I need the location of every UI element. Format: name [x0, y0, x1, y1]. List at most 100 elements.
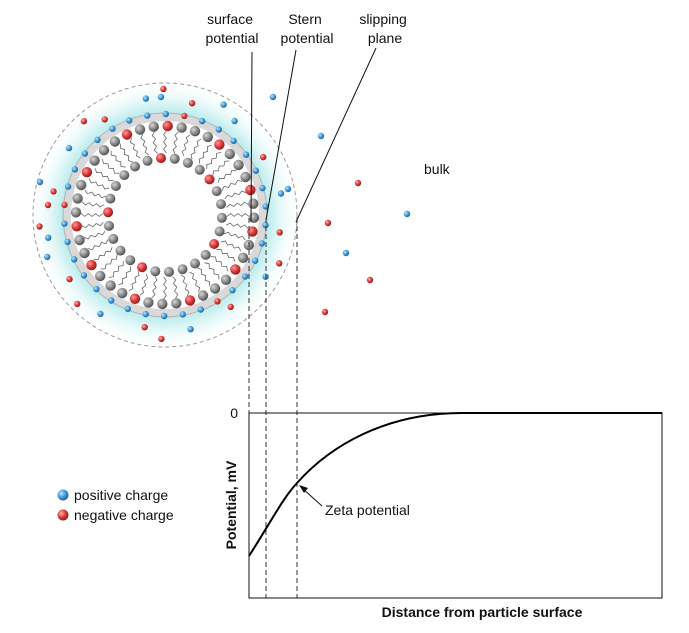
lipid-tail	[80, 213, 104, 217]
negative-lipid-head	[214, 139, 225, 150]
lipid-tails	[80, 130, 250, 300]
positive-ion	[157, 93, 165, 101]
positive-ion	[65, 144, 73, 152]
positive-ion	[124, 305, 131, 313]
outer-lipid-heads	[70, 120, 260, 310]
lipid-tail	[151, 276, 158, 299]
positive-ion	[126, 117, 133, 124]
positive-ion	[199, 117, 206, 125]
lipid-tail	[108, 260, 124, 278]
zeta-arrow-head	[299, 485, 308, 493]
positive-ion	[44, 253, 51, 261]
negative-ion	[36, 223, 43, 230]
negative-ion	[181, 112, 188, 120]
positive-ion	[197, 306, 204, 313]
lipid-tail	[100, 254, 118, 270]
lipid-tail	[129, 137, 141, 159]
negative-lipid-head	[81, 167, 93, 178]
positive-ion	[342, 249, 350, 257]
lipid-tail	[217, 169, 237, 183]
lipid-tail	[224, 190, 247, 200]
lipid-tail	[189, 271, 201, 293]
neutral-lipid-head	[240, 171, 251, 183]
negative-lipid-head	[86, 259, 97, 271]
lipid-tail	[216, 248, 236, 262]
positive-ion	[230, 137, 237, 145]
negative-lipid-head	[184, 295, 196, 306]
neutral-lipid-head	[125, 255, 136, 266]
negative-lipid-head	[129, 293, 141, 304]
positive-ion	[262, 203, 269, 210]
positive-ion	[71, 166, 79, 173]
lipid-tail	[118, 266, 132, 286]
legend: positive charge negative charge	[57, 487, 174, 523]
neutral-lipid-head	[150, 266, 161, 277]
positive-ion	[71, 256, 78, 263]
neutral-lipid-head	[72, 193, 83, 204]
negative-ion	[354, 179, 362, 187]
negative-lipid-head	[156, 153, 166, 164]
neutral-lipid-head	[79, 247, 90, 259]
lipid-tail	[88, 178, 110, 190]
lipid-tail	[94, 168, 114, 182]
neutral-lipid-head	[182, 157, 193, 168]
lipid-tail	[172, 276, 179, 299]
lipid-tail	[226, 213, 250, 217]
positive-ion	[258, 240, 266, 247]
neutral-lipid-head	[209, 283, 221, 294]
neutral-lipid-head	[89, 155, 100, 166]
neutral-lipid-head	[105, 280, 116, 291]
neutral-lipid-head	[190, 258, 200, 269]
negative-ion	[61, 201, 68, 209]
negative-ion	[188, 100, 196, 107]
negative-ion	[366, 276, 374, 284]
lipid-tail	[190, 138, 202, 160]
bulk-label: bulk	[424, 161, 451, 177]
neutral-lipid-head	[117, 287, 128, 299]
positive-ion	[97, 310, 104, 317]
slipping-plane-label: slipping plane	[359, 11, 410, 46]
neutral-lipid-head	[248, 212, 260, 223]
neutral-lipid-head	[194, 164, 205, 175]
potential-decay-curve	[248, 412, 662, 557]
y-zero-tick-label: 0	[230, 405, 238, 421]
plot-frame	[248, 412, 663, 599]
neutral-lipid-head	[220, 274, 232, 285]
negative-ion	[276, 229, 283, 236]
neutral-lipid-head	[197, 290, 209, 301]
lipid-tail	[151, 131, 158, 154]
negative-lipid-head	[247, 226, 258, 237]
stern-potential-label: Stern potential	[281, 11, 334, 46]
negative-lipid-head	[204, 174, 215, 185]
lipid-tail	[110, 150, 126, 168]
bulk-ions	[36, 93, 411, 316]
lipid-tail	[128, 270, 140, 292]
negative-ion	[44, 201, 52, 209]
neutral-lipid-head	[169, 153, 180, 164]
lipid-tail	[226, 222, 249, 229]
positive-ion	[109, 125, 116, 132]
lipid-tail	[81, 222, 104, 229]
positive-ion	[251, 257, 259, 264]
positive-ion	[242, 151, 250, 158]
neutral-lipid-head	[211, 186, 222, 197]
negative-lipid-head	[137, 262, 148, 273]
neutral-lipid-head	[248, 198, 259, 209]
positive-ion	[259, 184, 266, 192]
positive-ion	[231, 117, 238, 125]
lipid-tail	[181, 134, 191, 157]
positive-ion	[215, 126, 222, 133]
positive-ion	[262, 221, 269, 229]
positive-ion	[241, 273, 249, 280]
stern-potential-leader	[265, 49, 297, 221]
positive-ion	[317, 132, 325, 140]
zeta-potential-label: Zeta potential	[325, 502, 410, 518]
inner-lipid-heads	[103, 153, 227, 277]
neutral-lipid-head	[177, 264, 188, 275]
lipid-tail	[140, 133, 150, 156]
negative-ion	[141, 324, 148, 331]
positive-ion	[220, 101, 227, 108]
lipid-tail	[102, 158, 120, 174]
neutral-lipid-head	[104, 220, 114, 231]
lipid-tail	[81, 201, 104, 208]
